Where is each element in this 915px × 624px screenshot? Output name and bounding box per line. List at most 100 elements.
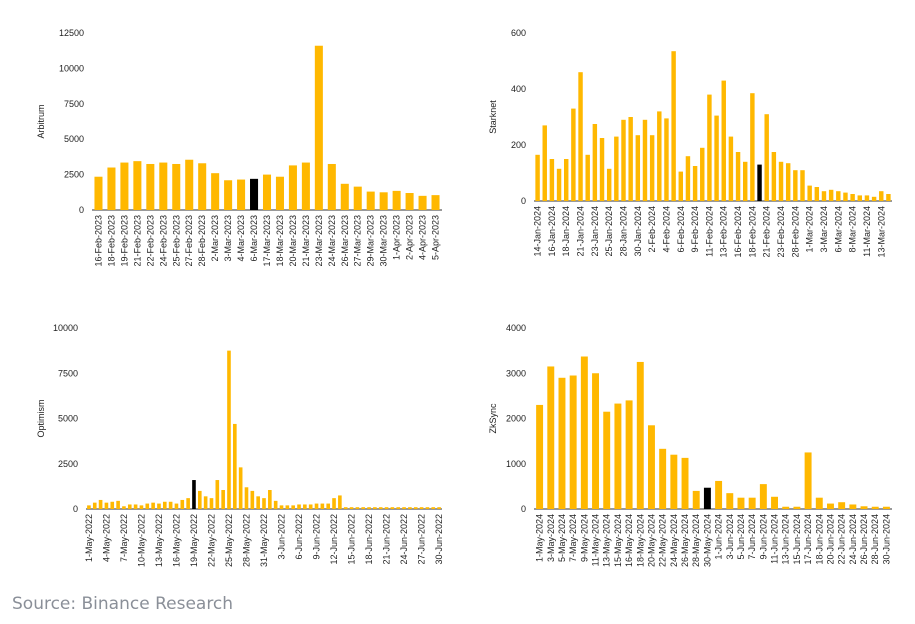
bar bbox=[238, 467, 243, 509]
x-tick-label: 28-Jun-2024 bbox=[870, 514, 880, 565]
x-tick-label: 1-May-2024 bbox=[535, 514, 545, 562]
bar bbox=[764, 114, 769, 201]
bar bbox=[748, 497, 756, 509]
bar bbox=[728, 136, 734, 201]
bar bbox=[104, 502, 109, 509]
x-tick-label: 16-Jan-2024 bbox=[547, 206, 557, 257]
bar bbox=[268, 490, 272, 509]
bar bbox=[425, 507, 430, 509]
x-tick-label: 13-May-2022 bbox=[154, 514, 164, 567]
bar bbox=[366, 191, 375, 210]
bar bbox=[585, 154, 590, 201]
x-tick-label: 7-May-2022 bbox=[119, 514, 129, 562]
x-tick-label: 25-Feb-2023 bbox=[171, 215, 181, 267]
x-tick-label: 16-May-2022 bbox=[171, 514, 181, 567]
bar bbox=[592, 124, 598, 201]
bar bbox=[338, 495, 342, 509]
x-tick-label: 2-Apr-2023 bbox=[405, 215, 415, 260]
bar bbox=[197, 490, 202, 509]
source-note: Source: Binance Research bbox=[12, 594, 234, 614]
bar bbox=[804, 452, 812, 509]
bar bbox=[547, 366, 555, 509]
x-tick-label: 27-Jun-2022 bbox=[417, 514, 427, 565]
bar bbox=[850, 194, 855, 201]
x-tick-label: 6-Feb-2024 bbox=[676, 206, 686, 253]
x-tick-label: 12-Jun-2022 bbox=[329, 514, 339, 565]
bar bbox=[396, 507, 401, 509]
bar bbox=[120, 162, 129, 210]
y-tick-label: 5000 bbox=[64, 134, 84, 144]
bar bbox=[98, 499, 103, 509]
bar bbox=[392, 190, 401, 210]
bar bbox=[635, 135, 641, 201]
x-tick-label: 9-Jun-2024 bbox=[758, 514, 768, 560]
bar bbox=[162, 501, 167, 509]
bar bbox=[692, 166, 698, 201]
x-tick-label: 21-Mar-2023 bbox=[301, 215, 311, 267]
bar bbox=[743, 161, 748, 201]
bar bbox=[535, 154, 540, 201]
x-tick-label: 15-May-2024 bbox=[613, 514, 623, 567]
x-tick-label: 3-Mar-2023 bbox=[223, 215, 233, 262]
bar bbox=[715, 480, 723, 509]
bar bbox=[886, 194, 891, 201]
bar bbox=[757, 164, 762, 201]
x-tick-label: 8-Mar-2024 bbox=[848, 206, 858, 253]
bar bbox=[778, 161, 784, 201]
bar bbox=[649, 135, 655, 201]
x-tick-label: 26-May-2024 bbox=[680, 514, 690, 567]
bar bbox=[437, 507, 441, 509]
x-tick-label: 3-Jun-2024 bbox=[725, 514, 735, 560]
bar bbox=[185, 159, 194, 210]
bar bbox=[843, 192, 848, 201]
x-tick-label: 26-Mar-2023 bbox=[340, 215, 350, 267]
bar bbox=[571, 108, 576, 201]
x-tick-label: 4-Feb-2024 bbox=[661, 206, 671, 253]
x-tick-label: 3-May-2024 bbox=[546, 514, 556, 562]
bar bbox=[700, 147, 705, 201]
y-tick-label: 0 bbox=[73, 504, 78, 514]
bar bbox=[133, 161, 142, 210]
bar bbox=[209, 498, 214, 509]
bar bbox=[116, 500, 120, 509]
x-tick-label: 6-Mar-2024 bbox=[833, 206, 843, 253]
bar bbox=[628, 117, 633, 201]
x-tick-label: 19-May-2022 bbox=[189, 514, 199, 567]
x-tick-label: 1-Mar-2024 bbox=[805, 206, 815, 253]
bar bbox=[578, 72, 583, 201]
bar bbox=[308, 504, 313, 509]
y-tick-label: 1000 bbox=[506, 459, 526, 469]
x-tick-label: 15-Jun-2022 bbox=[347, 514, 357, 565]
bar bbox=[157, 503, 161, 509]
bar bbox=[146, 163, 155, 210]
bar bbox=[793, 170, 798, 201]
bar bbox=[659, 448, 667, 509]
bar bbox=[771, 496, 778, 509]
bar bbox=[122, 506, 126, 509]
x-tick-label: 18-Feb-2024 bbox=[747, 206, 757, 258]
bar bbox=[564, 159, 569, 201]
bar bbox=[542, 125, 547, 201]
y-axis-title: Optimism bbox=[36, 400, 46, 438]
bar bbox=[233, 423, 237, 509]
bar bbox=[291, 505, 295, 509]
x-tick-label: 25-Jan-2024 bbox=[604, 206, 614, 257]
bar bbox=[314, 503, 319, 509]
bar bbox=[549, 159, 555, 201]
bar bbox=[180, 499, 185, 509]
x-tick-label: 4-Mar-2023 bbox=[236, 215, 246, 262]
x-tick-label: 24-Jun-2024 bbox=[848, 514, 858, 565]
bar bbox=[821, 191, 827, 201]
bar bbox=[864, 195, 870, 201]
x-tick-label: 10-May-2022 bbox=[136, 514, 146, 567]
bar bbox=[807, 185, 812, 201]
bar bbox=[606, 168, 612, 201]
x-tick-label: 3-Jun-2022 bbox=[277, 514, 287, 560]
bar bbox=[431, 507, 436, 509]
bar bbox=[759, 484, 767, 509]
y-axis-title: ZkSync bbox=[488, 403, 498, 434]
bar bbox=[373, 507, 377, 509]
x-tick-label: 21-Feb-2023 bbox=[132, 215, 142, 267]
bar bbox=[871, 196, 877, 201]
y-axis-title: Starknet bbox=[488, 100, 498, 134]
